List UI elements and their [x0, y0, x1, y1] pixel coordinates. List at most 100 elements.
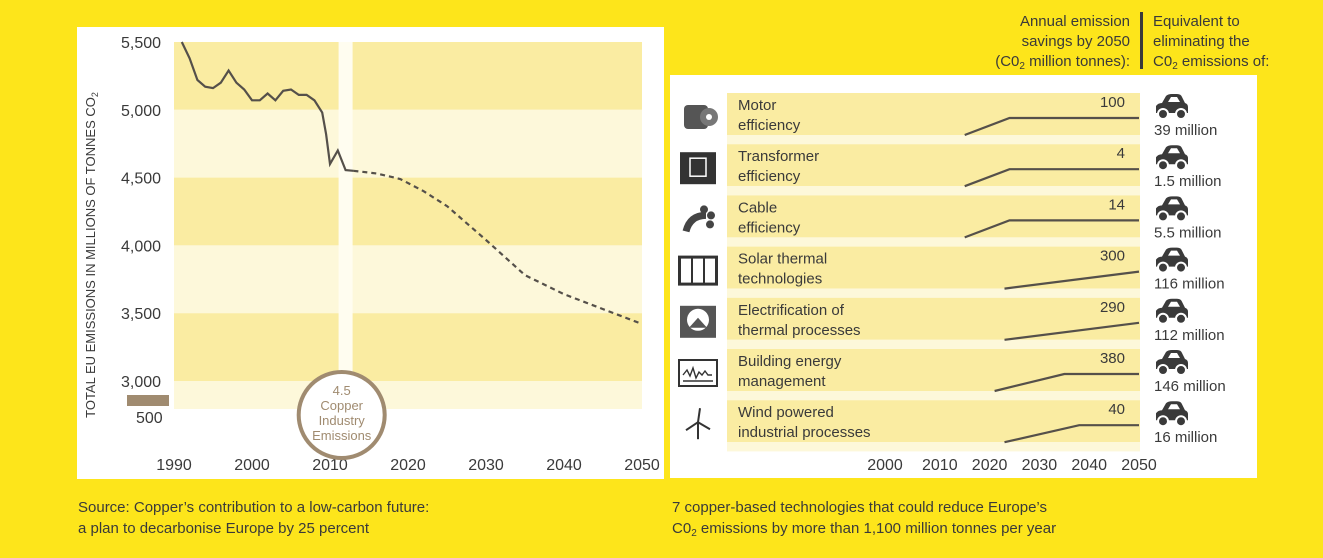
technology-label: Motor: [738, 97, 776, 114]
x-tick-label: 2040: [546, 457, 582, 474]
car-wheel: [1157, 312, 1169, 325]
x-tick-label: 2030: [468, 457, 504, 474]
equivalent-cars-label: 39 million: [1154, 122, 1217, 139]
motor-shaft: [706, 114, 712, 120]
turbine-blade: [685, 421, 699, 432]
solar-panel-cell: [681, 258, 691, 283]
x-tick-label: 2000: [867, 457, 903, 474]
copper-emissions-circle: [296, 370, 387, 460]
turbine-blade: [697, 421, 711, 431]
source-caption: Source: Copper’s contribution to a low-c…: [78, 497, 638, 539]
highlight-column: [338, 42, 353, 409]
turbine-blade: [697, 408, 701, 423]
car-wheel: [1157, 210, 1169, 223]
y-tick-label: 4,500: [121, 171, 161, 188]
technology-row: Electrification of thermal processes 290 11…: [680, 297, 1225, 349]
car-icon: [1156, 350, 1188, 376]
car-icon: [1156, 247, 1188, 274]
car-window: [1168, 199, 1180, 205]
technologies-small-multiples-chart: Motor efficiency 100 39 million Transformer e…: [678, 93, 1226, 474]
row-band-light: [727, 186, 1140, 196]
row-band: [727, 144, 1140, 187]
y-tick-label: 500: [136, 410, 163, 427]
transformer-body: [680, 152, 716, 185]
copper-emissions-label: Industry: [319, 413, 366, 428]
technology-label: efficiency: [738, 168, 801, 185]
technology-label: Electrification of: [738, 302, 845, 319]
cable-wire: [706, 220, 714, 229]
equivalent-cars-label: 146 million: [1154, 378, 1226, 395]
technology-label: thermal processes: [738, 322, 861, 339]
technology-row: Building energy management 380 146 million: [678, 349, 1226, 401]
x-tick-label: 2020: [972, 457, 1008, 474]
y-axis-label: TOTAL EU EMISSIONS IN MILLIONS OF TONNES…: [83, 92, 100, 418]
technology-label: technologies: [738, 271, 822, 288]
technologies-chart-panel: Motor efficiency 100 39 million Transformer e…: [670, 75, 1257, 478]
y-tick-label: 3,500: [121, 306, 161, 323]
copper-emissions-bar: [127, 395, 169, 406]
car-wheel: [1175, 364, 1187, 376]
cable-wire: [707, 211, 715, 220]
plot-band: [174, 177, 642, 246]
car-wheel: [1157, 108, 1169, 120]
savings-line: [994, 372, 1139, 393]
savings-line: [1004, 270, 1140, 290]
car-wheel: [1157, 261, 1169, 274]
savings-header-line3: (C02 million tonnes):: [995, 53, 1130, 72]
solar-panel-cell: [705, 258, 715, 283]
row-band: [727, 297, 1140, 340]
solar-panel-icon: [678, 255, 718, 286]
car-wheel: [1175, 312, 1187, 325]
plot-band: [174, 109, 642, 178]
y-tick-label: 5,500: [121, 35, 161, 52]
car-wheel: [1157, 364, 1169, 376]
savings-line: [964, 219, 1139, 239]
car-wheel: [1175, 108, 1187, 120]
cable-wire: [700, 205, 708, 214]
car-icon: [1156, 94, 1188, 120]
car-window: [1168, 301, 1180, 307]
car-icon: [1156, 196, 1188, 223]
technology-label: efficiency: [738, 117, 801, 134]
emissions-chart-panel: 5,500 5,000 4,500 4,000 3,500 3,000 500 1990 200…: [77, 27, 664, 479]
car-wheel: [1175, 159, 1187, 172]
savings-line: [964, 116, 1139, 137]
x-tick-label: 2020: [390, 457, 426, 474]
savings-value: 4: [1117, 145, 1125, 162]
car-wheel: [1175, 415, 1187, 428]
technology-label: Wind powered: [738, 404, 834, 421]
technology-label: Building energy: [738, 353, 842, 370]
car-wheel: [1175, 210, 1187, 223]
savings-header-line2: savings by 2050: [1021, 33, 1130, 50]
savings-value: 380: [1100, 350, 1125, 367]
car-icon: [1156, 401, 1188, 428]
plot-band: [174, 313, 642, 381]
solar-panel-cell: [693, 258, 703, 283]
technologies-caption-line2: C02 emissions by more than 1,100 million…: [672, 520, 1057, 539]
savings-line: [1004, 321, 1140, 341]
equivalent-header-line3: C02 emissions of:: [1153, 53, 1270, 72]
y-tick-label: 4,000: [121, 238, 161, 255]
x-tick-label: 1990: [156, 457, 192, 474]
transformer-icon: [680, 152, 716, 185]
plot-band: [174, 245, 642, 314]
copper-emissions-label: 4.5: [333, 383, 351, 398]
equivalent-cars-label: 1.5 million: [1154, 173, 1222, 190]
equivalent-header-line1: Equivalent to: [1153, 13, 1240, 30]
technologies-caption: 7 copper-based technologies that could r…: [672, 497, 1232, 541]
savings-value: 40: [1108, 401, 1125, 418]
motor-body: [684, 105, 708, 129]
car-window: [1168, 97, 1180, 102]
cable-bundle: [682, 211, 707, 233]
row-band: [727, 349, 1140, 391]
savings-header: Annual emission savings by 2050 (C02 mil…: [960, 12, 1130, 74]
savings-value: 100: [1100, 94, 1125, 111]
technology-row: Solar thermal technologies 300 116 million: [678, 246, 1225, 298]
savings-value: 290: [1100, 299, 1125, 316]
cable-icon: [682, 205, 715, 233]
monitor-graph-icon: [678, 359, 718, 387]
car-window: [1168, 250, 1180, 256]
technology-label: management: [738, 373, 826, 390]
plot-band-break: [174, 381, 642, 409]
x-tick-label: 2010: [922, 457, 958, 474]
